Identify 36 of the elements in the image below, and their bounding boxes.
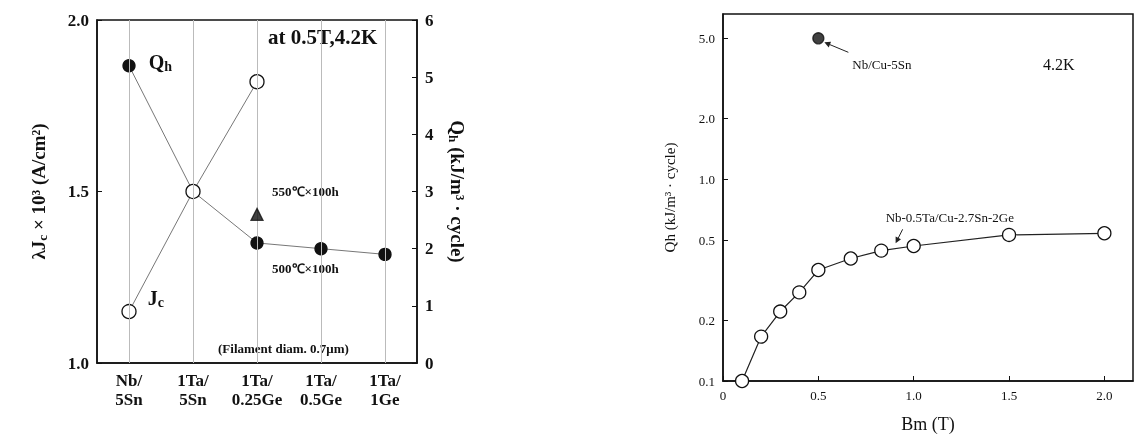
annotation: 4.2K	[1043, 55, 1075, 73]
y-tick-label: 0.5	[698, 232, 715, 248]
y-tick-label: 0.1	[698, 373, 715, 389]
y-tick-label: 1.0	[67, 353, 89, 373]
y2-tick-label: 0	[425, 353, 434, 373]
x-tick-label: 2.0	[1096, 388, 1113, 403]
annotation: Nb/Cu-5Sn	[852, 57, 913, 73]
x-tick-label: 0.5	[810, 388, 827, 403]
y-axis-title: λJc × 10³ (A/cm²)	[27, 123, 50, 260]
y2-tick-label: 6	[425, 10, 434, 30]
y2-tick-label: 5	[425, 67, 434, 87]
y2-tick-label: 2	[425, 239, 434, 259]
x-tick-label: 1Ta/5Sn	[177, 371, 210, 409]
annotation: (Filament diam. 0.7μm)	[218, 341, 349, 356]
annotation: 500℃×100h	[272, 261, 340, 276]
y-tick-label: 1.5	[67, 182, 89, 201]
y-tick-label: 2.0	[698, 111, 715, 127]
x-axis-title: Bm (T)	[901, 414, 955, 435]
x-tick-label: 1Ta/1Ge	[369, 371, 402, 409]
y-tick-label: 0.2	[698, 312, 715, 328]
y-tick-label: 1.0	[698, 171, 715, 187]
annotation: at 0.5T,4.2K	[268, 24, 378, 49]
x-tick-label: 1.0	[905, 388, 922, 403]
annotation: Nb-0.5Ta/Cu-2.7Sn-2Ge	[885, 210, 1015, 226]
annotation: 550℃×100h	[272, 184, 340, 199]
y2-tick-label: 4	[425, 124, 434, 144]
y-tick-label: 5.0	[698, 30, 715, 46]
y2-tick-label: 3	[425, 182, 434, 201]
x-tick-label: 1.5	[1000, 388, 1018, 403]
x-tick-label: 0	[719, 388, 727, 403]
x-tick-label: 1Ta/0.5Ge	[299, 371, 343, 409]
x-tick-label: 1Ta/0.25Ge	[231, 371, 283, 409]
x-tick-label: Nb/5Sn	[115, 371, 144, 409]
y-axis-title: Qh (kJ/m³ · cycle)	[661, 142, 679, 253]
y2-tick-label: 1	[425, 296, 434, 316]
y-tick-label: 2.0	[67, 10, 89, 30]
